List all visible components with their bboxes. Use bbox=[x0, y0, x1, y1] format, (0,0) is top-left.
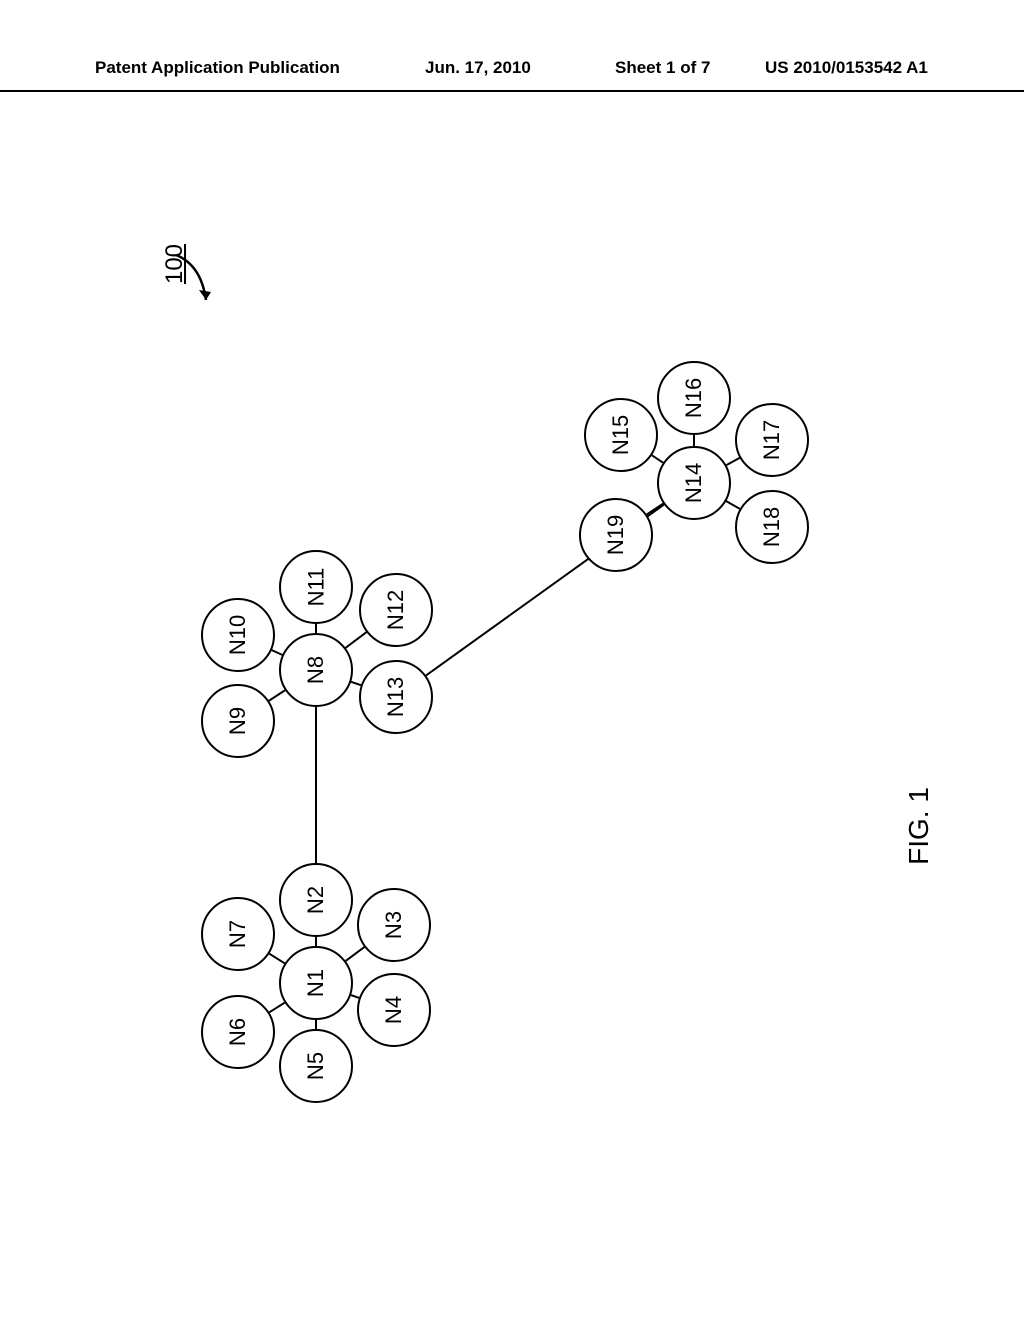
node-label: N19 bbox=[603, 515, 629, 555]
sheet-info: Sheet 1 of 7 bbox=[615, 58, 710, 78]
diagram-area: 100 N1N2N3N4N5N6N7N8N9N10N11N12N13N14N15… bbox=[60, 150, 960, 1200]
edge bbox=[351, 995, 359, 998]
publication-number: US 2010/0153542 A1 bbox=[765, 58, 928, 78]
publication-date: Jun. 17, 2010 bbox=[425, 58, 531, 78]
node-label: N11 bbox=[303, 568, 329, 607]
node-n13: N13 bbox=[359, 660, 433, 734]
node-n8: N8 bbox=[279, 633, 353, 707]
node-label: N6 bbox=[225, 1018, 251, 1046]
node-label: N14 bbox=[681, 463, 707, 503]
edge bbox=[272, 650, 282, 655]
edge-layer bbox=[60, 150, 960, 1200]
node-n14: N14 bbox=[657, 446, 731, 520]
node-label: N10 bbox=[225, 615, 251, 655]
node-n9: N9 bbox=[201, 684, 275, 758]
node-n16: N16 bbox=[657, 361, 731, 435]
node-label: N16 bbox=[681, 378, 707, 418]
node-n19: N19 bbox=[579, 498, 653, 572]
node-n12: N12 bbox=[359, 573, 433, 647]
node-n11: N11 bbox=[279, 550, 353, 624]
node-n5: N5 bbox=[279, 1029, 353, 1103]
publication-label: Patent Application Publication bbox=[95, 58, 340, 78]
node-label: N3 bbox=[381, 911, 407, 939]
node-label: N4 bbox=[381, 996, 407, 1024]
edge bbox=[269, 1003, 284, 1013]
edge bbox=[351, 682, 361, 685]
node-label: N8 bbox=[303, 656, 329, 684]
edge bbox=[647, 504, 663, 515]
node-n10: N10 bbox=[201, 598, 275, 672]
node-label: N13 bbox=[383, 677, 409, 717]
node-label: N9 bbox=[225, 707, 251, 735]
node-n1: N1 bbox=[279, 946, 353, 1020]
node-n15: N15 bbox=[584, 398, 658, 472]
edge bbox=[346, 947, 365, 961]
node-n4: N4 bbox=[357, 973, 431, 1047]
edge bbox=[652, 455, 663, 462]
node-label: N1 bbox=[303, 969, 329, 997]
node-label: N18 bbox=[759, 507, 785, 547]
figure-label: FIG. 1 bbox=[903, 787, 935, 865]
node-label: N17 bbox=[759, 420, 785, 460]
edge bbox=[726, 458, 739, 465]
edge bbox=[726, 501, 740, 509]
node-label: N12 bbox=[383, 590, 409, 630]
node-label: N7 bbox=[225, 920, 251, 948]
node-label: N15 bbox=[608, 415, 634, 455]
node-n7: N7 bbox=[201, 897, 275, 971]
node-n17: N17 bbox=[735, 403, 809, 477]
edge bbox=[346, 632, 367, 648]
node-label: N5 bbox=[303, 1052, 329, 1080]
node-n2: N2 bbox=[279, 863, 353, 937]
node-label: N2 bbox=[303, 886, 329, 914]
node-n6: N6 bbox=[201, 995, 275, 1069]
edge bbox=[269, 690, 285, 701]
node-n3: N3 bbox=[357, 888, 431, 962]
node-n18: N18 bbox=[735, 490, 809, 564]
edge bbox=[269, 954, 284, 964]
